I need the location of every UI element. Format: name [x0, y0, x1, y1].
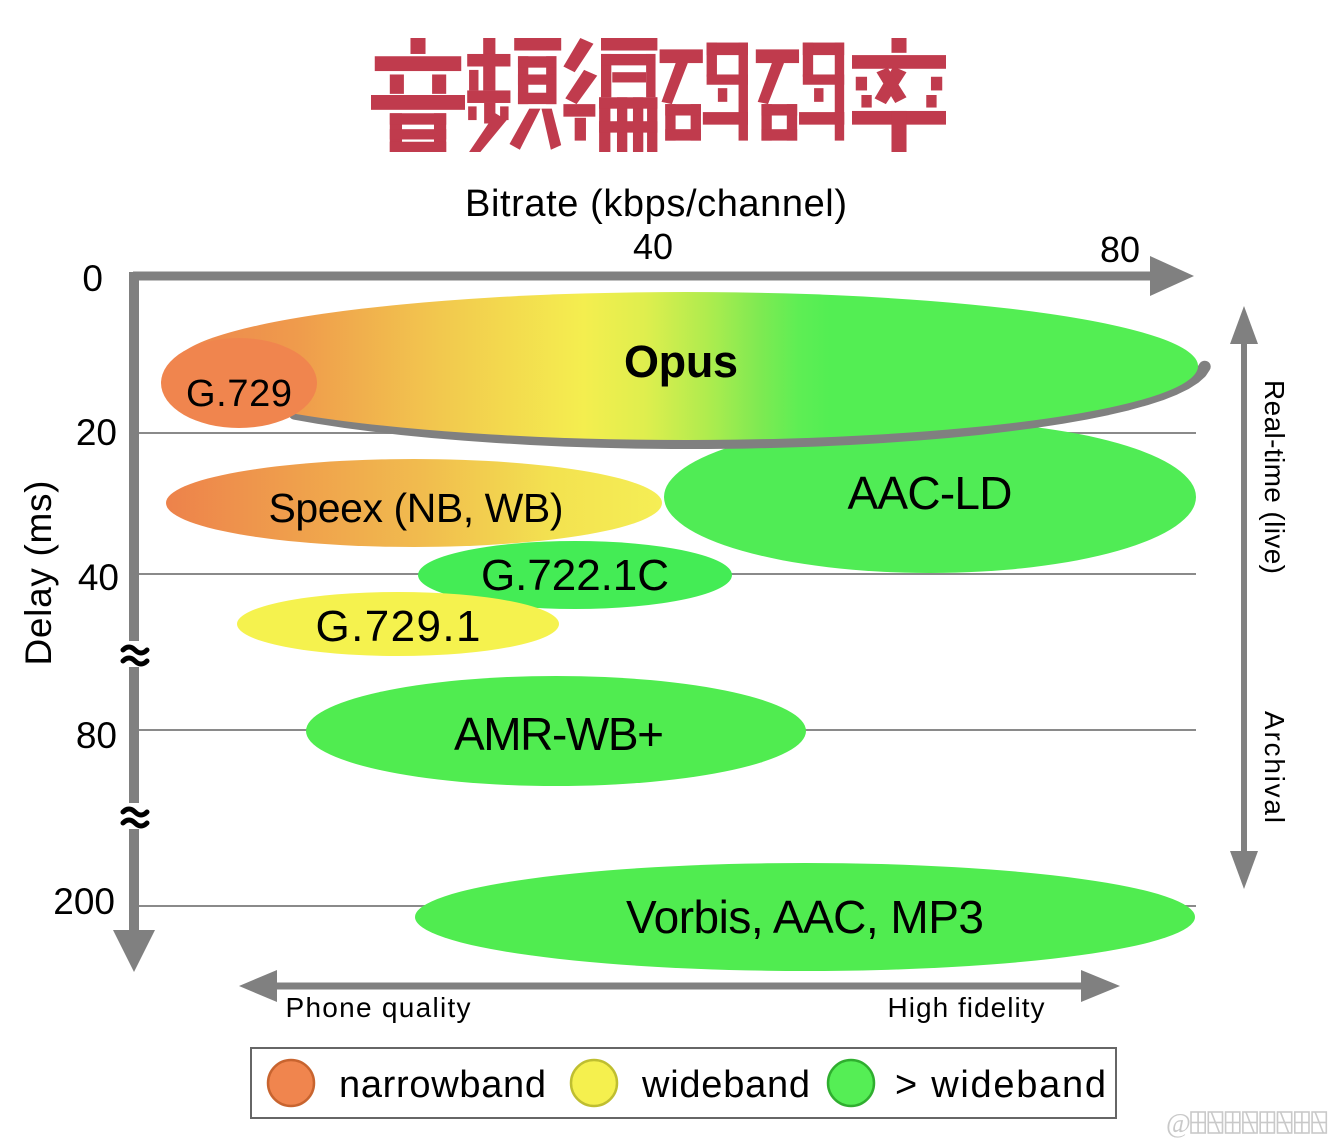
svg-text:G.729: G.729	[186, 373, 292, 415]
svg-text:G.722.1C: G.722.1C	[481, 551, 669, 600]
svg-text:@: @	[1166, 1108, 1191, 1138]
svg-text:AMR-WB+: AMR-WB+	[454, 708, 664, 760]
svg-text:> wideband: > wideband	[895, 1064, 1106, 1106]
svg-text:High fidelity: High fidelity	[888, 992, 1045, 1023]
svg-text:Archival: Archival	[1259, 711, 1290, 823]
svg-text:80: 80	[1100, 229, 1140, 270]
svg-text:Real-time (live): Real-time (live)	[1259, 380, 1290, 574]
svg-text:wideband: wideband	[641, 1064, 810, 1106]
svg-text:G.729.1: G.729.1	[316, 602, 481, 651]
svg-text:Vorbis, AAC, MP3: Vorbis, AAC, MP3	[626, 891, 984, 943]
svg-text:Opus: Opus	[624, 336, 738, 387]
svg-text:40: 40	[633, 226, 673, 267]
svg-text:80: 80	[76, 715, 117, 756]
svg-text:AAC-LD: AAC-LD	[848, 467, 1013, 519]
svg-text:Speex (NB, WB): Speex (NB, WB)	[269, 485, 564, 531]
svg-text:20: 20	[76, 412, 117, 453]
svg-text:200: 200	[53, 881, 115, 922]
svg-text:Phone quality: Phone quality	[286, 992, 471, 1023]
svg-text:0: 0	[82, 258, 103, 299]
svg-text:narrowband: narrowband	[339, 1064, 546, 1106]
svg-text:40: 40	[78, 557, 119, 598]
svg-text:Delay (ms): Delay (ms)	[18, 481, 59, 666]
svg-text:Bitrate (kbps/channel): Bitrate (kbps/channel)	[465, 183, 847, 225]
